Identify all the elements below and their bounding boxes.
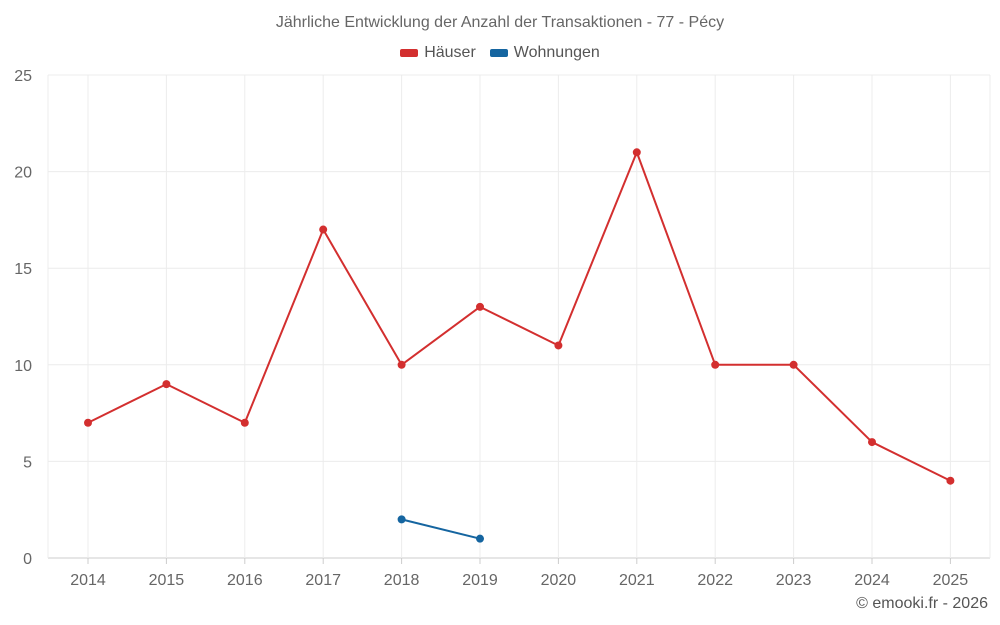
y-tick-label: 10 <box>14 358 32 375</box>
data-point-haeuser <box>162 380 171 389</box>
legend-swatch-wohnungen <box>489 49 508 57</box>
data-point-wohnungen <box>397 515 406 524</box>
data-point-haeuser <box>319 225 328 234</box>
data-point-haeuser <box>711 360 720 369</box>
legend-swatch-haeuser <box>400 49 419 57</box>
chart-title: Jährliche Entwicklung der Anzahl der Tra… <box>275 14 725 31</box>
data-point-haeuser <box>554 341 563 350</box>
x-tick-label: 2018 <box>384 572 420 589</box>
data-point-haeuser <box>240 418 249 427</box>
series-line-haeuser <box>87 151 951 482</box>
data-point-haeuser <box>84 418 92 427</box>
legend-label-wohnungen: Wohnungen <box>513 44 600 61</box>
data-point-haeuser <box>632 148 641 157</box>
data-point-haeuser <box>789 360 798 369</box>
legend-label-haeuser: Häuser <box>424 44 476 61</box>
y-tick-label: 15 <box>14 261 32 278</box>
credit-text: © emooki.fr - 2026 <box>856 595 988 612</box>
y-tick-label: 20 <box>14 165 32 182</box>
data-point-haeuser <box>868 438 876 447</box>
x-tick-label: 2014 <box>70 572 106 589</box>
x-tick-label: 2016 <box>227 572 263 589</box>
x-tick-label: 2024 <box>854 572 890 589</box>
legend-item-wohnungen[interactable]: Wohnungen <box>489 44 600 62</box>
x-tick-label: 2022 <box>697 572 733 589</box>
legend: Häuser Wohnungen <box>0 44 1000 62</box>
data-point-haeuser <box>397 360 406 369</box>
x-tick-label: 2015 <box>149 572 185 589</box>
data-point-haeuser <box>946 476 955 485</box>
data-point-haeuser <box>476 302 484 311</box>
data-point-wohnungen <box>476 534 484 543</box>
series-line-wohnungen <box>401 518 481 540</box>
x-tick-label: 2020 <box>541 572 577 589</box>
legend-item-haeuser[interactable]: Häuser <box>400 44 476 62</box>
x-tick-label: 2023 <box>776 572 812 589</box>
x-tick-label: 2019 <box>462 572 498 589</box>
x-tick-label: 2025 <box>933 572 969 589</box>
x-tick-label: 2021 <box>619 572 655 589</box>
y-tick-label: 5 <box>23 454 32 471</box>
y-tick-label: 0 <box>23 551 32 568</box>
x-tick-label: 2017 <box>305 572 341 589</box>
y-tick-label: 25 <box>14 68 32 85</box>
